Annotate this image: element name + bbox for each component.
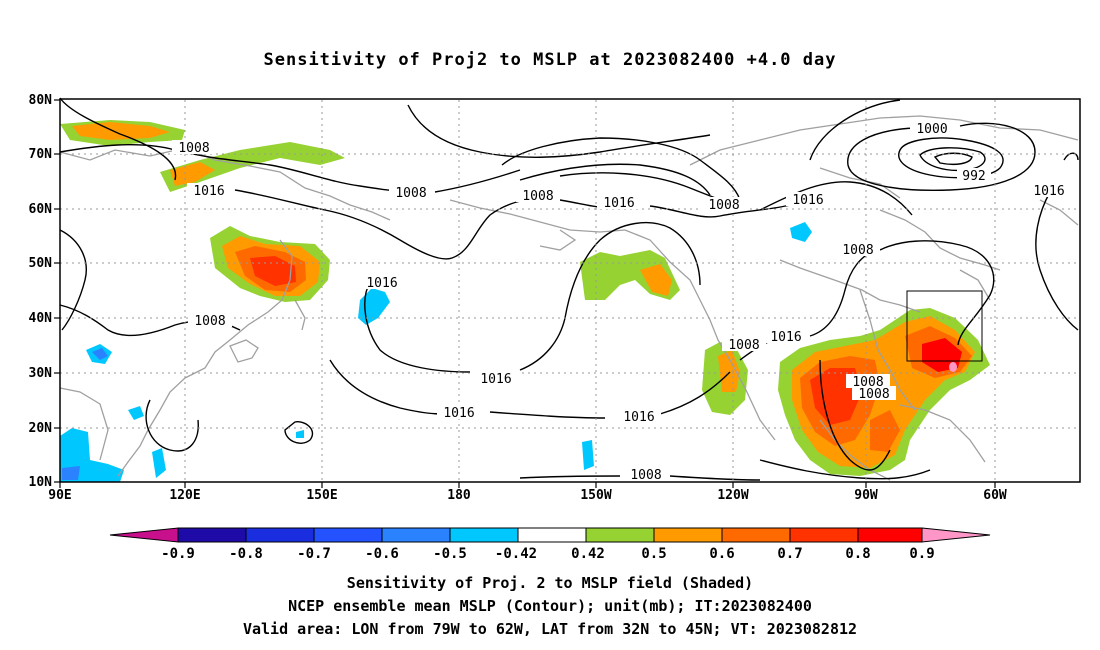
lon-label: 150W bbox=[580, 488, 611, 503]
contour-label: 1000 bbox=[916, 122, 947, 137]
colorbar-label: 0.6 bbox=[709, 546, 734, 562]
lat-label: 50N bbox=[29, 256, 53, 271]
contour-label: 1008 bbox=[522, 189, 553, 204]
contour-label: 1008 bbox=[858, 387, 889, 402]
lat-label: 70N bbox=[29, 147, 53, 162]
lat-label: 80N bbox=[29, 93, 53, 108]
shade-cyan bbox=[790, 222, 812, 242]
colorbar-label: 0.5 bbox=[641, 546, 666, 562]
colorbar-labels: -0.9 -0.8 -0.7 -0.6 -0.5 -0.42 0.42 0.5 … bbox=[161, 546, 935, 562]
colorbar-cell bbox=[381, 527, 451, 543]
contour-label: 1016 bbox=[603, 196, 634, 211]
shade-orange bbox=[72, 122, 170, 140]
valid-area-box bbox=[906, 290, 983, 362]
shade-cyan bbox=[582, 440, 594, 470]
colorbar-label: -0.7 bbox=[297, 546, 331, 562]
colorbar bbox=[109, 527, 991, 543]
shade-blue bbox=[92, 348, 108, 360]
shade-orange bbox=[718, 350, 740, 392]
shade-red bbox=[250, 256, 296, 286]
lat-label: 60N bbox=[29, 202, 53, 217]
lon-label: 90E bbox=[48, 488, 71, 503]
contour-label: 1008 bbox=[728, 338, 759, 353]
contour-label: 1008 bbox=[194, 314, 225, 329]
colorbar-cell bbox=[585, 527, 655, 543]
contour-label: 1016 bbox=[792, 193, 823, 208]
axis-ticks bbox=[54, 99, 996, 488]
colorbar-cell bbox=[449, 527, 519, 543]
colorbar-label: 0.9 bbox=[909, 546, 934, 562]
lat-labels: 80N 70N 60N 50N 40N 30N 20N 10N bbox=[29, 93, 53, 490]
contour-labels: 1008 1016 1008 1008 1016 1008 1016 1000 … bbox=[172, 121, 1071, 483]
lon-label: 60W bbox=[983, 488, 1007, 503]
shade-pink bbox=[949, 362, 957, 372]
lon-labels: 90E 120E 150E 180 150W 120W 90W 60W bbox=[48, 488, 1007, 503]
colorbar-label: -0.9 bbox=[161, 546, 195, 562]
contour-label: 1016 bbox=[770, 330, 801, 345]
colorbar-cell bbox=[653, 527, 723, 543]
contour-label: 1016 bbox=[623, 410, 654, 425]
shade-blue bbox=[62, 466, 80, 480]
lat-label: 10N bbox=[29, 475, 53, 490]
contour-label: 1008 bbox=[178, 141, 209, 156]
shade-cyan bbox=[358, 288, 390, 325]
contour-label: 1008 bbox=[708, 198, 739, 213]
shade-cyan bbox=[152, 448, 166, 478]
lon-label: 180 bbox=[447, 488, 471, 503]
colorbar-label: -0.8 bbox=[229, 546, 263, 562]
chart-title: Sensitivity of Proj2 to MSLP at 20230824… bbox=[263, 50, 837, 70]
colorbar-cell bbox=[177, 527, 247, 543]
colorbar-label: -0.6 bbox=[365, 546, 399, 562]
colorbar-cell bbox=[109, 527, 179, 543]
colorbar-label: -0.42 bbox=[495, 546, 537, 562]
lon-label: 120E bbox=[169, 488, 200, 503]
contour-label: 992 bbox=[962, 169, 985, 184]
contour-label: 1008 bbox=[395, 186, 426, 201]
colorbar-label: -0.5 bbox=[433, 546, 467, 562]
contour-label: 1008 bbox=[630, 468, 661, 483]
contour-label: 1016 bbox=[193, 184, 224, 199]
lon-label: 150E bbox=[306, 488, 337, 503]
shade-cyan bbox=[128, 406, 144, 420]
mslp-contours bbox=[59, 97, 1079, 481]
lon-label: 90W bbox=[854, 488, 878, 503]
contour-label: 1008 bbox=[842, 243, 873, 258]
shade-cyan bbox=[296, 430, 304, 438]
lon-label: 120W bbox=[717, 488, 748, 503]
caption-contour: NCEP ensemble mean MSLP (Contour); unit(… bbox=[288, 597, 812, 615]
colorbar-cell bbox=[517, 527, 587, 543]
contour-label: 1016 bbox=[366, 276, 397, 291]
colorbar-cell bbox=[245, 527, 315, 543]
colorbar-label: 0.42 bbox=[571, 546, 605, 562]
lat-label: 40N bbox=[29, 311, 53, 326]
shade-orange bbox=[170, 162, 215, 186]
contour-label: 1016 bbox=[443, 406, 474, 421]
caption-valid-area: Valid area: LON from 79W to 62W, LAT fro… bbox=[242, 620, 858, 638]
map-frame bbox=[59, 98, 1081, 483]
lat-label: 30N bbox=[29, 366, 53, 381]
colorbar-cell bbox=[721, 527, 791, 543]
contour-label: 1016 bbox=[1033, 184, 1064, 199]
lat-label: 20N bbox=[29, 421, 53, 436]
contour-label: 1016 bbox=[480, 372, 511, 387]
shade-redorange bbox=[870, 410, 900, 452]
shade-orange bbox=[640, 264, 672, 296]
colorbar-cell bbox=[921, 527, 991, 543]
colorbar-cell bbox=[857, 527, 923, 543]
colorbar-cell bbox=[789, 527, 859, 543]
shade-green bbox=[160, 142, 345, 192]
caption-shaded: Sensitivity of Proj. 2 to MSLP field (Sh… bbox=[346, 574, 754, 592]
colorbar-label: 0.7 bbox=[777, 546, 802, 562]
colorbar-label: 0.8 bbox=[845, 546, 870, 562]
colorbar-cell bbox=[313, 527, 383, 543]
